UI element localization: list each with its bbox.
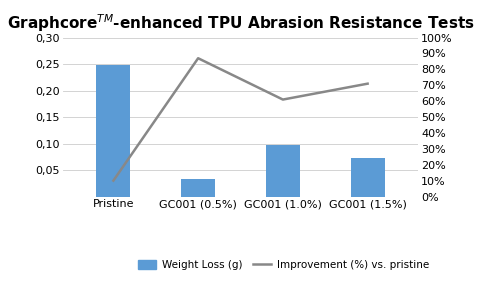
Legend: Weight Loss (g), Improvement (%) vs. pristine: Weight Loss (g), Improvement (%) vs. pri… — [133, 256, 432, 274]
Bar — [96, 64, 130, 197]
Bar — [265, 145, 299, 197]
Bar — [350, 158, 384, 197]
Title: Graphcore$^{TM}$-enhanced TPU Abrasion Resistance Tests: Graphcore$^{TM}$-enhanced TPU Abrasion R… — [7, 12, 473, 34]
Bar — [181, 179, 215, 197]
